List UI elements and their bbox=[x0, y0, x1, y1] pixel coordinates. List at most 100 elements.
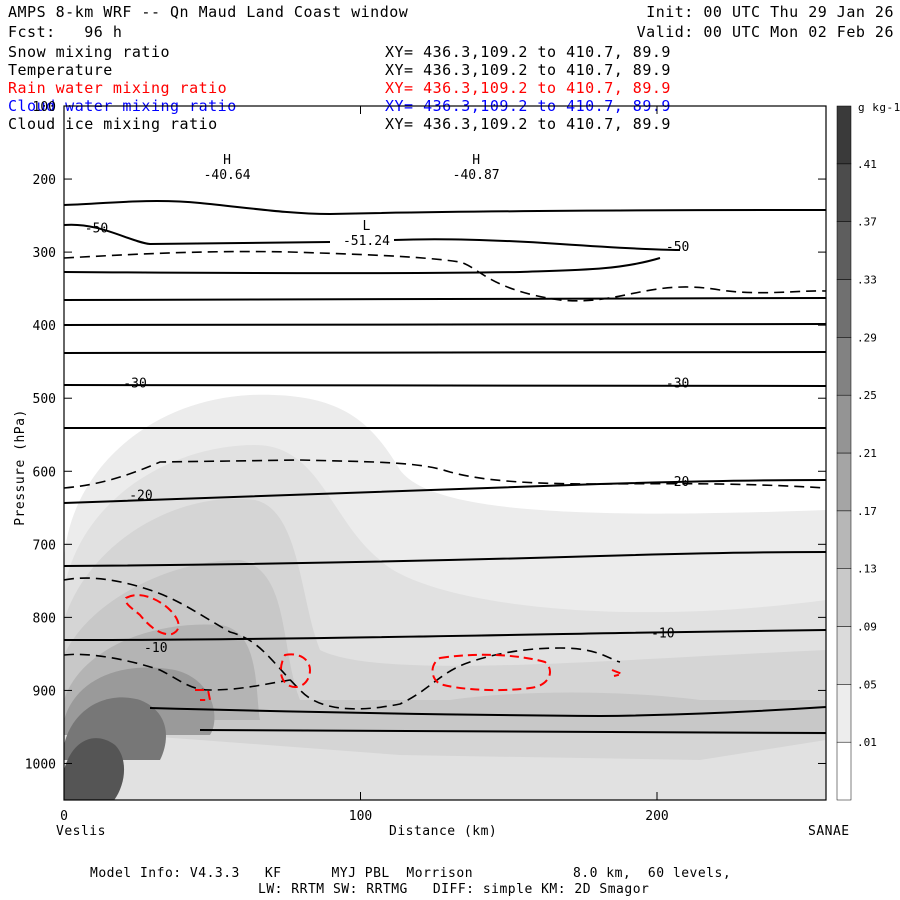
hl-marker: H bbox=[472, 153, 480, 168]
snow-shading bbox=[64, 394, 826, 800]
y-tick-label: 200 bbox=[33, 173, 56, 188]
isotherm-4 bbox=[64, 257, 661, 275]
cloud-ice-contours bbox=[64, 250, 826, 710]
isotherm-2 bbox=[64, 223, 331, 246]
valid-time: Valid: 00 UTC Mon 02 Feb 26 bbox=[636, 23, 894, 41]
colorbar-swatch bbox=[836, 221, 852, 280]
y-tick-label: 600 bbox=[33, 465, 56, 480]
x-axis-label: Distance (km) bbox=[389, 824, 498, 839]
contour-label: -30 bbox=[666, 377, 689, 392]
y-tick-label: 500 bbox=[33, 392, 56, 407]
isotherm-11 bbox=[64, 551, 826, 567]
contour-label: -10 bbox=[651, 626, 674, 641]
isotherm-6 bbox=[64, 323, 826, 326]
field-xy-snow: XY= 436.3,109.2 to 410.7, 89.9 bbox=[385, 43, 671, 61]
x-tick-label: 0 bbox=[60, 809, 68, 824]
isotherm-12 bbox=[64, 629, 826, 641]
isotherm-13 bbox=[149, 706, 826, 718]
colorbar-label: .21 bbox=[857, 447, 877, 460]
ice-contour-upper bbox=[64, 250, 826, 302]
contour-label: -20 bbox=[666, 475, 689, 490]
colorbar-swatch bbox=[836, 741, 852, 801]
isotherm-1 bbox=[64, 200, 826, 216]
y-axis: 100 200 300 400 500 600 700 800 900 1000 bbox=[25, 100, 826, 772]
ice-contour-low2 bbox=[64, 653, 291, 691]
colorbar-swatch bbox=[836, 626, 852, 685]
isotherm-14 bbox=[199, 729, 826, 734]
right-endpoint-label: SANAE bbox=[808, 824, 850, 839]
colorbar-swatch bbox=[836, 684, 852, 743]
hl-marker: H bbox=[223, 153, 231, 168]
contour-labels: -50 -50 -30 -30 -20 -20 -10 -10 bbox=[85, 222, 690, 656]
y-tick-label: 300 bbox=[33, 246, 56, 261]
isotherm-3 bbox=[393, 238, 681, 251]
colorbar-label: .41 bbox=[857, 158, 877, 171]
field-xy-cloud-ice: XY= 436.3,109.2 to 410.7, 89.9 bbox=[385, 115, 671, 133]
x-axis: 0 100 200 bbox=[60, 106, 669, 824]
isotherm-7 bbox=[64, 351, 826, 354]
contour-label: -20 bbox=[129, 488, 152, 503]
y-tick-label: 800 bbox=[33, 611, 56, 626]
contour-label: -50 bbox=[666, 240, 689, 255]
colorbar-label: .25 bbox=[857, 389, 877, 402]
colorbar-swatch bbox=[836, 452, 852, 512]
left-endpoint-label: Veslis bbox=[56, 824, 106, 839]
colorbar-swatch bbox=[836, 163, 852, 222]
rain-contours bbox=[124, 594, 626, 701]
rain-contour-5 bbox=[611, 669, 626, 677]
footer-physics: LW: RRTM SW: RRTMG DIFF: simple KM: 2D S… bbox=[258, 882, 650, 897]
y-tick-label: 900 bbox=[33, 684, 56, 699]
init-time: Init: 00 UTC Thu 29 Jan 26 bbox=[646, 3, 894, 21]
isotherm-8 bbox=[64, 384, 826, 387]
colorbar-swatch bbox=[836, 105, 852, 165]
rain-contour-2 bbox=[195, 689, 212, 701]
colorbar-swatch bbox=[836, 568, 852, 627]
x-tick-label: 200 bbox=[645, 809, 668, 824]
hl-value: -40.64 bbox=[204, 168, 251, 183]
colorbar-label: .09 bbox=[857, 621, 877, 634]
y-tick-label: 100 bbox=[33, 100, 56, 115]
chart-title: AMPS 8-km WRF -- Qn Maud Land Coast wind… bbox=[8, 3, 409, 21]
colorbar-label: .01 bbox=[857, 736, 877, 749]
colorbar-label: .37 bbox=[857, 216, 877, 229]
field-xy-rain: XY= 436.3,109.2 to 410.7, 89.9 bbox=[385, 79, 671, 97]
colorbar-label: .05 bbox=[857, 678, 877, 691]
rain-contour-3 bbox=[279, 653, 312, 688]
rain-contour-4 bbox=[431, 653, 551, 692]
y-tick-label: 400 bbox=[33, 319, 56, 334]
forecast-hour: Fcst: 96 h bbox=[8, 23, 123, 41]
field-label-snow: Snow mixing ratio bbox=[8, 43, 171, 61]
hl-value: -40.87 bbox=[453, 168, 500, 183]
footer-model-info: Model Info: V4.3.3 KF MYJ PBL Morrison 8… bbox=[90, 866, 732, 881]
hl-marker: L bbox=[363, 219, 371, 234]
colorbar-label: .33 bbox=[857, 274, 877, 287]
contour-label: -30 bbox=[123, 377, 146, 392]
colorbar-swatch bbox=[836, 510, 852, 569]
colorbar: .01 .05 .09 .13 .17 .21 .25 .29 .33 .37 .41 bbox=[836, 105, 877, 801]
temperature-contours bbox=[64, 200, 826, 734]
hl-annotations: H-40.64H-40.87L-51.24 bbox=[204, 153, 500, 249]
isotherm-5 bbox=[64, 297, 826, 301]
colorbar-label: .29 bbox=[857, 331, 877, 344]
ice-contour-low bbox=[64, 577, 621, 710]
colorbar-label: .17 bbox=[857, 505, 877, 518]
field-label-rain: Rain water mixing ratio bbox=[8, 79, 228, 97]
field-label-cloud-ice: Cloud ice mixing ratio bbox=[8, 115, 218, 133]
contour-label: -50 bbox=[85, 222, 108, 237]
colorbar-label: .13 bbox=[857, 563, 877, 576]
y-tick-label: 700 bbox=[33, 538, 56, 553]
contour-label: -10 bbox=[144, 641, 167, 656]
colorbar-swatch bbox=[836, 394, 852, 454]
field-label-temperature: Temperature bbox=[8, 61, 113, 79]
rain-contour-1 bbox=[124, 594, 180, 636]
hl-value: -51.24 bbox=[343, 234, 390, 249]
ice-contour-mid bbox=[64, 459, 826, 489]
isotherm-10 bbox=[64, 479, 826, 504]
x-tick-label: 100 bbox=[349, 809, 372, 824]
colorbar-unit: g kg-1 bbox=[858, 101, 900, 114]
colorbar-swatch bbox=[836, 279, 852, 338]
shade-level-8 bbox=[64, 738, 125, 800]
y-axis-label: Pressure (hPa) bbox=[12, 409, 28, 526]
plot-frame bbox=[63, 105, 827, 801]
